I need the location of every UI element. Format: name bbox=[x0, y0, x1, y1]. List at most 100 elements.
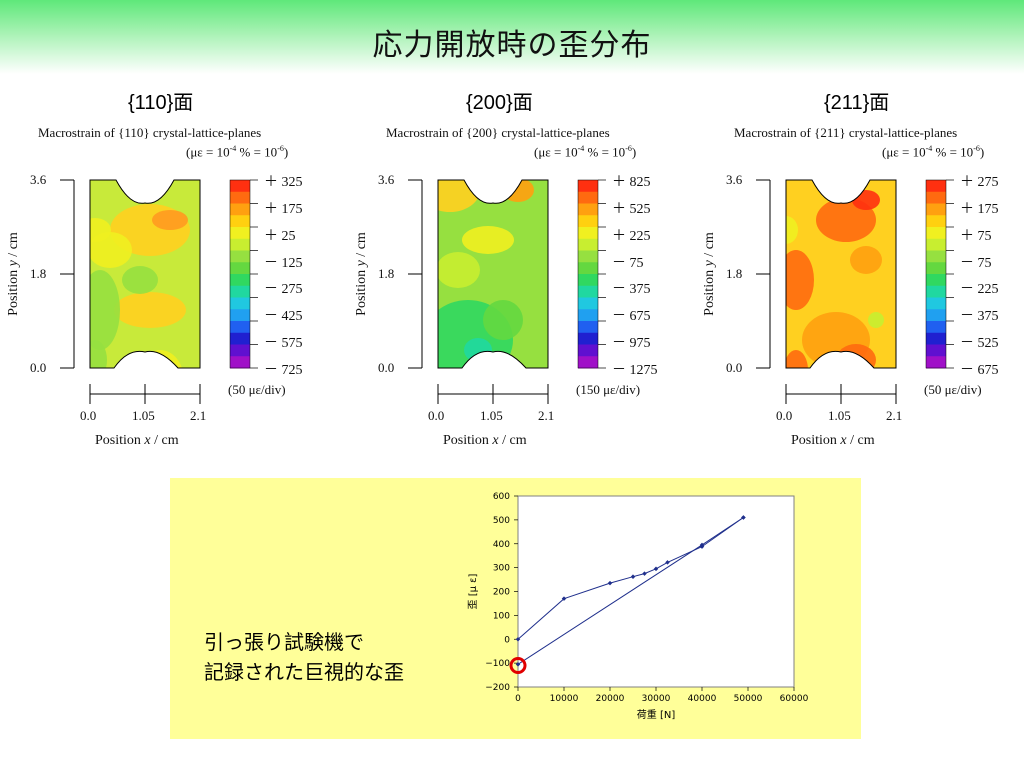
colorbar-swatch bbox=[578, 262, 598, 275]
contour-map bbox=[408, 179, 606, 424]
colorbar-swatch bbox=[230, 203, 250, 216]
map-subtitle: Macrostrain of {110} crystal-lattice-pla… bbox=[38, 125, 262, 140]
colorbar-swatch bbox=[578, 344, 598, 357]
contour-region bbox=[122, 266, 158, 294]
slide-title: 応力開放時の歪分布 bbox=[372, 28, 652, 63]
colorbar-swatch bbox=[578, 321, 598, 334]
colorbar-swatch bbox=[230, 250, 250, 263]
colorbar-swatch bbox=[578, 180, 598, 193]
colorbar-swatch bbox=[926, 250, 946, 263]
map-subtitle: Macrostrain of {211} crystal-lattice-pla… bbox=[734, 125, 958, 140]
contour-region bbox=[852, 190, 880, 210]
colorbar-swatch bbox=[578, 191, 598, 204]
colorbar-swatch bbox=[926, 274, 946, 287]
colorbar-label: － 75 bbox=[960, 255, 992, 271]
note-text: 引っ張り試験機で 記録された巨視的な歪 bbox=[204, 627, 404, 687]
colorbar-swatch bbox=[230, 227, 250, 240]
data-point bbox=[665, 560, 670, 565]
colorbar-label: － 425 bbox=[264, 309, 303, 325]
plane-title: {110}面 bbox=[128, 92, 194, 114]
x-tick-label: 0.0 bbox=[80, 408, 97, 423]
colorbar-swatch bbox=[230, 274, 250, 287]
colorbar-swatch bbox=[926, 215, 946, 228]
contour-region bbox=[462, 226, 514, 254]
colorbar-label: － 675 bbox=[960, 363, 999, 378]
map-subtitle: Macrostrain of {200} crystal-lattice-pla… bbox=[386, 125, 610, 140]
contour-map bbox=[756, 179, 954, 430]
y-tick-label: 0 bbox=[504, 635, 510, 645]
colorbar-swatch bbox=[926, 297, 946, 310]
colorbar-swatch bbox=[578, 250, 598, 263]
colorbar-swatch bbox=[926, 180, 946, 193]
x-axis-title: 荷重 [N] bbox=[637, 708, 676, 721]
colorbar-swatch bbox=[230, 297, 250, 310]
colorbar-swatch bbox=[578, 227, 598, 240]
plot-area bbox=[517, 495, 795, 688]
contour-region bbox=[502, 180, 534, 202]
colorbar-swatch bbox=[578, 285, 598, 298]
contour-region bbox=[136, 350, 184, 368]
colorbar-label: － 375 bbox=[960, 309, 999, 325]
colorbar-label: ＋ 175 bbox=[264, 201, 303, 217]
y-axis-title: Position y / cm bbox=[702, 232, 717, 316]
contour-region bbox=[836, 344, 876, 368]
colorbar-label: － 1275 bbox=[612, 363, 658, 378]
colorbar-swatch bbox=[578, 297, 598, 310]
note-line-2: 記録された巨視的な歪 bbox=[204, 660, 404, 684]
highlight-circle bbox=[509, 657, 527, 675]
y-tick-label: 200 bbox=[493, 588, 510, 598]
colorbar-label: － 375 bbox=[612, 282, 651, 298]
y-tick-label: 3.6 bbox=[30, 172, 47, 187]
colorbar-label: ＋ 25 bbox=[264, 228, 296, 244]
y-axis-title: Position y / cm bbox=[354, 232, 369, 316]
colorbar-label: ＋ 225 bbox=[612, 228, 651, 244]
contour-region bbox=[800, 410, 828, 430]
colorbar-swatch bbox=[578, 215, 598, 228]
colorbar-label: ＋ 525 bbox=[612, 201, 651, 217]
div-note: (50 με/div) bbox=[228, 382, 286, 397]
x-tick-label: 0.0 bbox=[428, 408, 445, 423]
x-tick-label: 60000 bbox=[780, 694, 809, 704]
x-axis-title: Position x / cm bbox=[443, 433, 527, 448]
contour-region bbox=[440, 396, 476, 424]
contour-region bbox=[114, 292, 186, 328]
colorbar-swatch bbox=[926, 262, 946, 275]
colorbar-swatch bbox=[926, 227, 946, 240]
strain-map-panel-110: {110}面 Macrostrain of {110} crystal-latti… bbox=[0, 80, 340, 460]
colorbar-swatch bbox=[926, 356, 946, 369]
specimen-outline bbox=[89, 179, 201, 369]
contour-region bbox=[786, 350, 808, 368]
colorbar-swatch bbox=[230, 309, 250, 322]
y-tick-label: 3.6 bbox=[378, 172, 395, 187]
plane-title: {200}面 bbox=[466, 92, 533, 114]
y-tick-label: 1.8 bbox=[30, 266, 47, 281]
colorbar-swatch bbox=[230, 191, 250, 204]
colorbar-swatch bbox=[926, 332, 946, 345]
contour-region bbox=[480, 374, 516, 406]
y-tick-label: 500 bbox=[493, 516, 510, 526]
colorbar-label: － 75 bbox=[612, 255, 644, 271]
x-axis-title: Position x / cm bbox=[791, 433, 875, 448]
contour-field bbox=[438, 180, 548, 424]
y-axis-title: Position y / cm bbox=[6, 232, 21, 316]
x-tick-label: 50000 bbox=[734, 694, 763, 704]
note-line-1: 引っ張り試験機で bbox=[204, 630, 364, 654]
contour-field bbox=[90, 180, 200, 368]
y-tick-label: 0.0 bbox=[30, 360, 47, 375]
colorbar-swatch bbox=[230, 356, 250, 369]
x-tick-label: 1.05 bbox=[132, 408, 155, 423]
colorbar-swatch bbox=[230, 262, 250, 275]
colorbar-swatch bbox=[926, 309, 946, 322]
data-point bbox=[653, 566, 659, 572]
colorbar-swatch bbox=[230, 215, 250, 228]
y-tick-label: 100 bbox=[493, 611, 510, 621]
x-tick-label: 1.05 bbox=[480, 408, 503, 423]
y-tick-label: 1.8 bbox=[378, 266, 395, 281]
load-strain-chart: 600 500 400 300 200 100 0 −100 −200 0 10000 20000 30… bbox=[467, 492, 809, 721]
contour-region bbox=[802, 312, 870, 368]
colorbar-swatch bbox=[578, 332, 598, 345]
div-note: (150 με/div) bbox=[576, 382, 641, 397]
contour-region bbox=[90, 218, 111, 242]
colorbar-swatch bbox=[230, 238, 250, 251]
strain-map-panel-200: {200}面 Macrostrain of {200} crystal-latti… bbox=[348, 80, 688, 460]
